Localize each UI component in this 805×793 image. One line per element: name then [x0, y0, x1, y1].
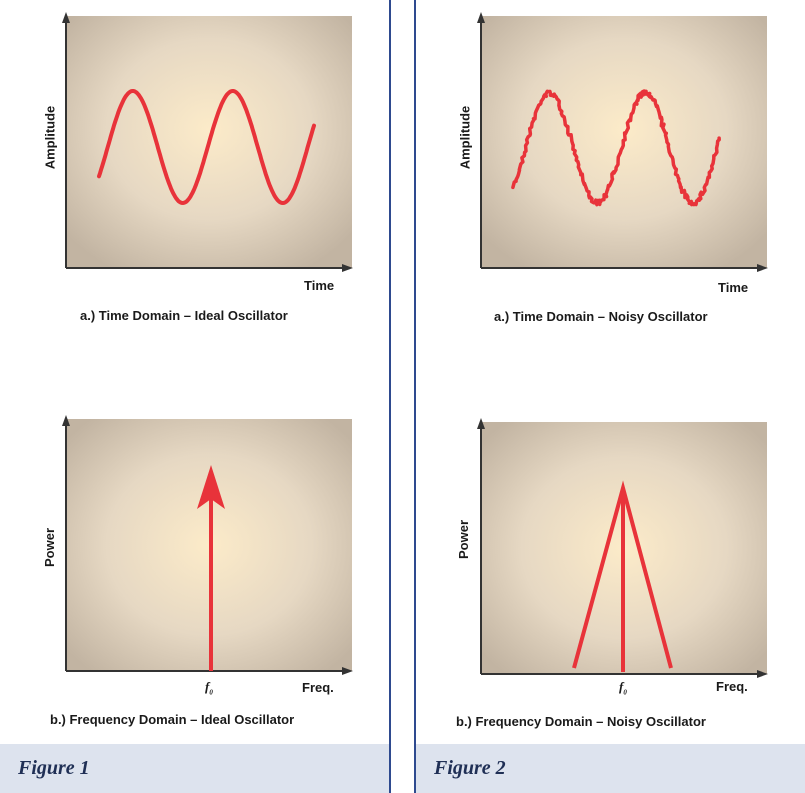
figure-2-time-caption: a.) Time Domain – Noisy Oscillator — [494, 309, 708, 324]
figure-1-spectral-arrowhead — [197, 465, 225, 509]
divider-right — [414, 0, 416, 793]
figure-1-bar — [0, 744, 389, 793]
figure-2-frequency-y-arrowhead — [477, 418, 485, 429]
figure-2-time-ylabel: Amplitude — [457, 105, 473, 170]
figure-1-time-ylabel: Amplitude — [42, 105, 58, 170]
figure-1-frequency-y-arrowhead — [62, 415, 70, 426]
figure-1-time-plot — [62, 12, 353, 272]
figure-2-time-plot — [477, 12, 768, 272]
figure-1-label: Figure 1 — [18, 757, 90, 779]
figure-1-time-x-arrowhead — [342, 264, 353, 272]
figure-1-frequency-ylabel: Power — [42, 527, 58, 568]
figure-2-frequency-ylabel: Power — [456, 519, 472, 560]
divider-left — [389, 0, 391, 793]
figure-2-time-x-arrowhead — [757, 264, 768, 272]
figure-2-noisy-sine-wave — [511, 89, 721, 207]
figure-2-f0-label: f0 — [619, 679, 627, 697]
figure-2-time-xlabel: Time — [718, 280, 749, 295]
figure-2-time-y-arrowhead — [477, 12, 485, 23]
figure-2-frequency-x-arrowhead — [757, 670, 768, 678]
figure-2-frequency-xlabel: Freq. — [716, 679, 748, 694]
figure-1-time-caption: a.) Time Domain – Ideal Oscillator — [80, 308, 288, 323]
figure-1-time-xlabel: Time — [304, 278, 335, 293]
figure-2-frequency-plot — [477, 418, 768, 678]
figure-2-frequency-caption: b.) Frequency Domain – Noisy Oscillator — [456, 714, 706, 729]
figure-1-frequency-plot — [62, 415, 353, 675]
figure-1-ideal-sine-wave — [97, 89, 316, 206]
figure-1-frequency-caption: b.) Frequency Domain – Ideal Oscillator — [50, 712, 295, 727]
figure-2-label: Figure 2 — [434, 757, 506, 779]
figure-1-frequency-xlabel: Freq. — [302, 680, 334, 695]
figure-2-bar — [416, 744, 805, 793]
figure-1-frequency-x-arrowhead — [342, 667, 353, 675]
figure-1-time-y-arrowhead — [62, 12, 70, 23]
figure-1-f0-label: f0 — [205, 679, 213, 697]
